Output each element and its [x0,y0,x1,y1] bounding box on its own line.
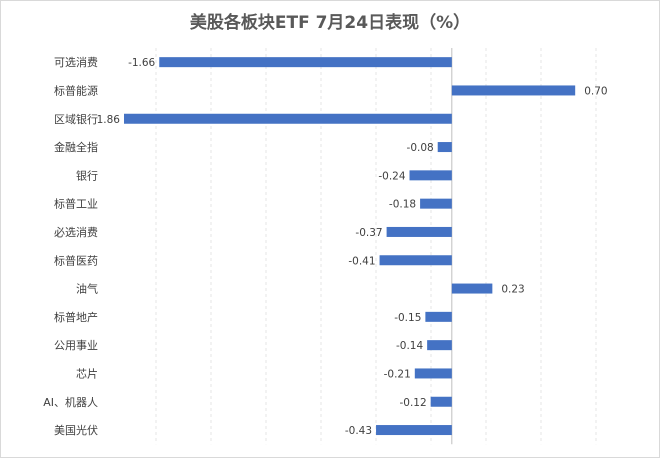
bar [386,226,452,237]
category-label: AI、机器人 [43,395,98,409]
bar [409,170,452,181]
category-label: 标普地产 [54,310,98,324]
bar [425,311,452,322]
category-label: 美国光伏 [54,423,98,437]
bar [124,113,452,124]
bar [437,142,452,153]
value-label: -0.24 [378,170,405,182]
category-label: 银行 [76,168,98,182]
value-label: -0.18 [389,199,416,211]
value-label: -0.08 [407,142,434,154]
bar [414,368,452,379]
value-label: -0.21 [384,368,411,380]
bar [420,198,452,209]
value-label: -0.43 [345,425,372,437]
value-label: -0.14 [396,340,423,352]
bar [159,57,452,68]
category-label: 标普能源 [54,83,98,97]
chart-title: 美股各板块ETF 7月24日表现（%） [189,13,471,33]
bar [430,396,452,407]
value-label: -0.41 [348,255,375,267]
bar [376,425,452,436]
value-label: -0.37 [355,227,382,239]
value-label: 1.86 [97,114,121,126]
bar [427,340,452,351]
bar [379,255,452,266]
value-label: -1.66 [128,57,155,69]
value-label: -0.15 [394,312,421,324]
category-label: 芯片 [76,366,98,380]
category-label: 区域银行 [54,112,98,126]
category-label: 可选消费 [54,55,98,69]
category-label: 标普医药 [54,253,98,267]
category-label: 标普工业 [54,197,98,211]
category-label: 公用事业 [54,339,98,352]
bar [451,283,493,294]
bar [451,85,576,96]
category-label: 必选消费 [54,225,98,239]
value-label: 0.70 [584,85,607,97]
value-label: 0.23 [501,284,524,296]
category-label: 金融全指 [54,140,98,154]
value-label: -0.12 [399,397,426,409]
category-label: 油气 [76,282,98,296]
